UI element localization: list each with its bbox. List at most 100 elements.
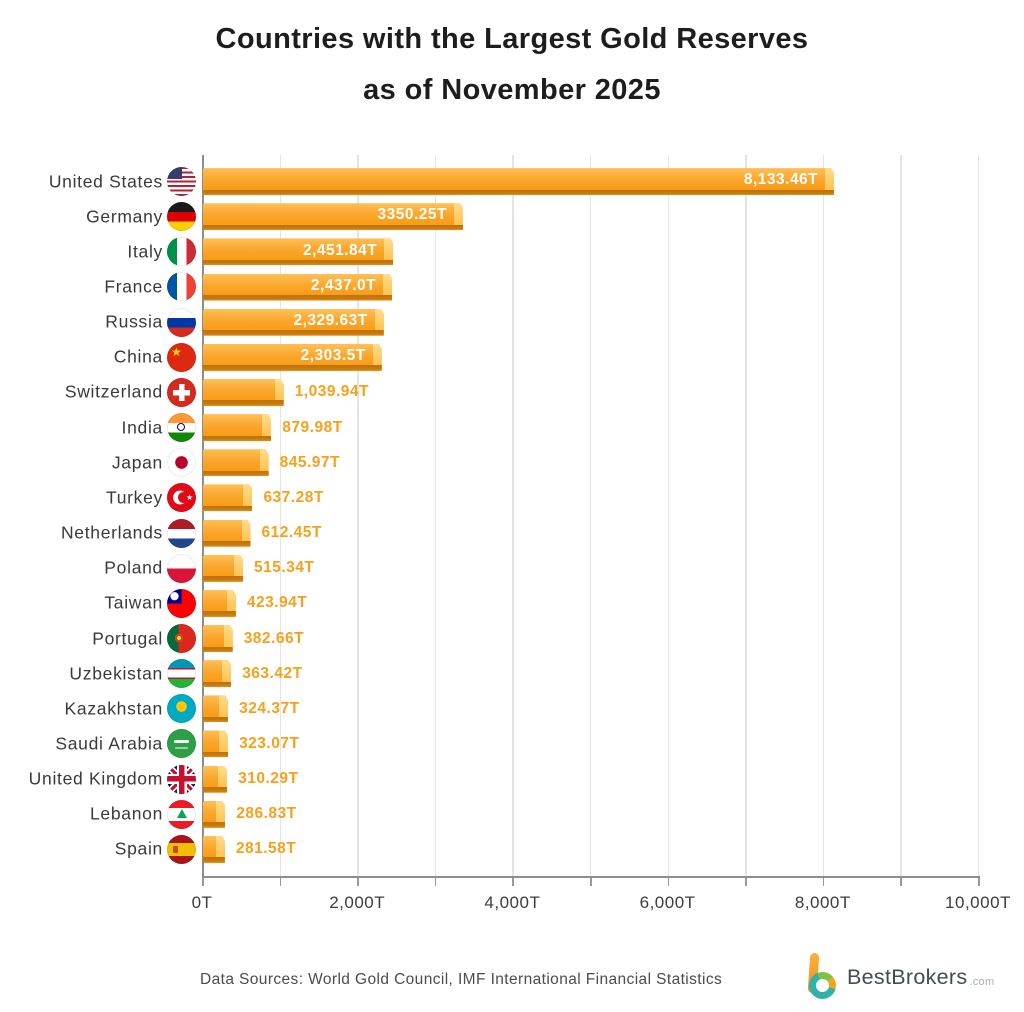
flag-poland-icon (167, 553, 196, 583)
bar-value-label: 845.97T (279, 453, 341, 471)
bar-bevel-highlight (216, 836, 225, 858)
country-label: Uzbekistan (69, 663, 163, 684)
bar-value-label: 423.94T (246, 594, 308, 612)
x-tick-label: 4,000T (484, 893, 541, 912)
chart-title-line1: Countries with the Largest Gold Reserves (215, 23, 809, 55)
bar-bottom-edge (203, 822, 225, 828)
x-axis-tick (900, 878, 902, 886)
bar-value-label: 323.07T (239, 734, 300, 752)
data-sources-text: Data Sources: World Gold Council, IMF In… (200, 971, 723, 988)
x-tick-label: 0T (191, 893, 213, 912)
country-label: Netherlands (60, 522, 163, 543)
bar-value-label: 515.34T (253, 559, 315, 577)
bar (203, 520, 251, 547)
bar-bevel-highlight (216, 801, 225, 823)
bar-row: Portugal 382.66T (0, 621, 1024, 656)
gridline (590, 155, 592, 878)
bar (203, 660, 231, 687)
country-label: United States (48, 171, 163, 192)
bar-row: Japan 845.97T (0, 445, 1024, 480)
x-axis-tick (279, 878, 282, 886)
bar-bevel-highlight (262, 414, 271, 436)
country-label: Saudi Arabia (55, 733, 163, 754)
bar-row: Poland 515.34T (0, 551, 1024, 586)
flag-united-kingdom-icon (167, 764, 196, 794)
flag-china-icon (167, 342, 196, 372)
bar-value-label: 382.66T (243, 629, 305, 647)
x-tick-label: 2,000T (329, 893, 386, 912)
gridline (279, 155, 281, 878)
bar (203, 379, 284, 406)
bar (203, 449, 269, 476)
flag-russia-icon (167, 307, 196, 337)
flag-india-icon (167, 413, 196, 443)
flag-uzbekistan-icon (167, 659, 196, 689)
country-label: Italy (127, 241, 163, 262)
country-label: Japan (111, 452, 163, 473)
bar-bottom-edge (203, 260, 393, 266)
bar-bottom-edge (203, 717, 228, 723)
x-axis-tick (357, 878, 359, 886)
bar-value-label: 2,451.84T (302, 241, 378, 259)
bar-bevel-highlight (375, 309, 384, 331)
bar: 2,329.63T (203, 309, 384, 336)
x-axis-tick (434, 878, 437, 886)
bar-row: Spain 281.58T (0, 832, 1024, 867)
bar-row: Italy 2,451.84T (0, 234, 1024, 269)
bar-value-label: 612.45T (261, 524, 322, 542)
country-label: Russia (105, 311, 163, 332)
gridline (357, 155, 359, 878)
bar-row: India 879.98T (0, 410, 1024, 445)
gridline (667, 155, 669, 878)
bar: 3350.25T (203, 203, 463, 230)
bar (203, 730, 228, 757)
bar: 2,451.84T (203, 238, 393, 265)
flag-portugal-icon (167, 623, 196, 653)
country-label: Turkey (105, 487, 163, 508)
logo-bowl-shape (809, 972, 836, 999)
bar-bevel-highlight (825, 168, 834, 190)
bar-value-label: 363.42T (242, 664, 303, 682)
bar-value-label: 8,133.46T (743, 171, 819, 189)
bar-row: Lebanon 286.83T (0, 797, 1024, 832)
bar-bottom-edge (203, 295, 392, 301)
x-axis-tick (822, 878, 825, 886)
bar-bevel-highlight (219, 695, 228, 717)
flag-france-icon (167, 272, 196, 302)
bar-row: Netherlands 612.45T (0, 516, 1024, 551)
bar-value-label: 3350.25T (377, 206, 447, 224)
bar-row: Taiwan 423.94T (0, 586, 1024, 621)
gridline (745, 155, 747, 878)
country-label: United Kingdom (28, 768, 163, 789)
bar-value-label: 2,303.5T (300, 346, 366, 364)
bar-bottom-edge (203, 436, 271, 442)
bar: 2,303.5T (203, 344, 382, 371)
x-tick-label: 10,000T (945, 893, 1011, 912)
y-axis-line (202, 155, 205, 878)
bar-value-label: 637.28T (263, 488, 324, 506)
x-axis-tick (745, 878, 747, 886)
bar-bevel-highlight (218, 766, 227, 788)
bar-row: Germany 3350.25T (0, 199, 1024, 234)
bar-bottom-edge (203, 190, 834, 196)
chart-title-line2: as of November 2025 (363, 74, 661, 106)
bar-bottom-edge (203, 400, 284, 406)
bar-bevel-highlight (242, 520, 251, 542)
country-label: Kazakhstan (64, 698, 163, 719)
country-label: Lebanon (89, 803, 163, 824)
country-label: Portugal (92, 628, 163, 648)
bar (203, 555, 243, 582)
country-label: Taiwan (104, 592, 163, 613)
country-label: France (104, 276, 163, 297)
gridline (512, 155, 514, 878)
x-tick-label: 8,000T (794, 893, 851, 912)
bar-bevel-highlight (234, 555, 243, 577)
flag-netherlands-icon (167, 518, 196, 548)
bar-bottom-edge (203, 857, 225, 863)
gridline (434, 155, 437, 878)
flag-kazakhstan-icon (167, 694, 196, 724)
bar-value-label: 2,329.63T (293, 311, 368, 329)
x-axis-tick (202, 878, 204, 886)
x-axis-tick (667, 878, 670, 886)
